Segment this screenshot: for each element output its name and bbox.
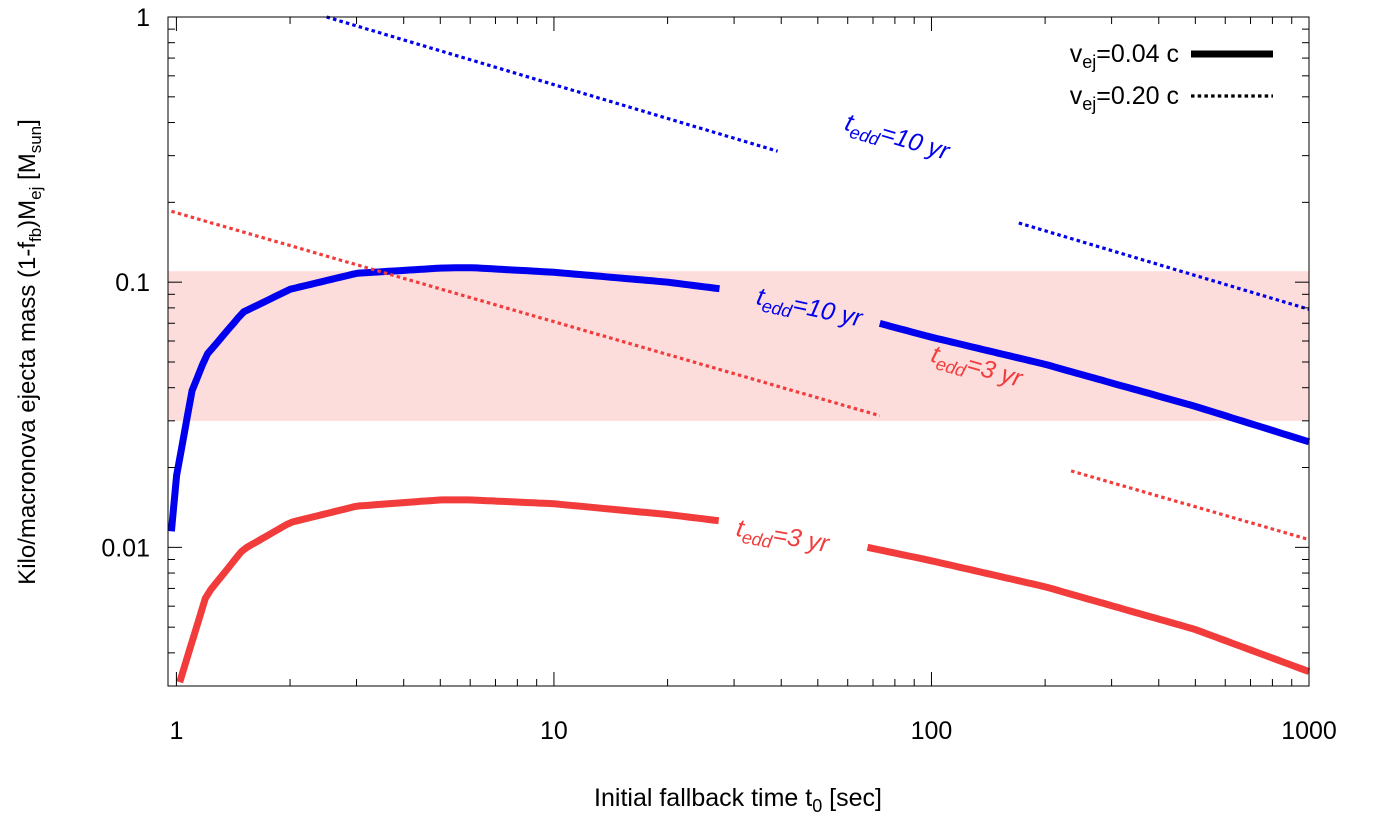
y-tick-label-1: 0.1 <box>115 269 150 297</box>
series-line-3-seg-0 <box>170 209 881 418</box>
series-label-2: tedd=10 yr <box>841 108 954 170</box>
x-tick-label-3: 1000 <box>1281 717 1337 745</box>
y-tick-label-2: 1 <box>136 4 150 32</box>
legend-label-0: vej=0.04 c <box>1070 40 1179 72</box>
series-line-2-seg-0 <box>326 15 779 153</box>
series-line-0-seg-1 <box>878 320 1311 446</box>
y-axis-label: Kilo/macronova ejecta mass (1-ffb)Mej [M… <box>14 119 45 585</box>
x-tick-label-2: 100 <box>911 717 953 745</box>
series-label-1: tedd=3 yr <box>734 514 833 562</box>
plot-frame <box>167 16 1310 687</box>
legend-label-1: vej=0.20 c <box>1070 82 1179 114</box>
x-tick-label-1: 10 <box>540 717 568 745</box>
y-tick-label-0: 0.01 <box>101 534 150 562</box>
series-line-1-seg-0 <box>176 496 720 684</box>
series-line-1-seg-1 <box>866 543 1311 675</box>
series-line-0-seg-0 <box>167 264 720 532</box>
x-axis-label: Initial fallback time t0 [sec] <box>594 784 882 816</box>
series-line-3-seg-1 <box>1070 469 1310 542</box>
x-tick-label-0: 1 <box>169 717 183 745</box>
target-mass-band <box>168 271 1309 421</box>
